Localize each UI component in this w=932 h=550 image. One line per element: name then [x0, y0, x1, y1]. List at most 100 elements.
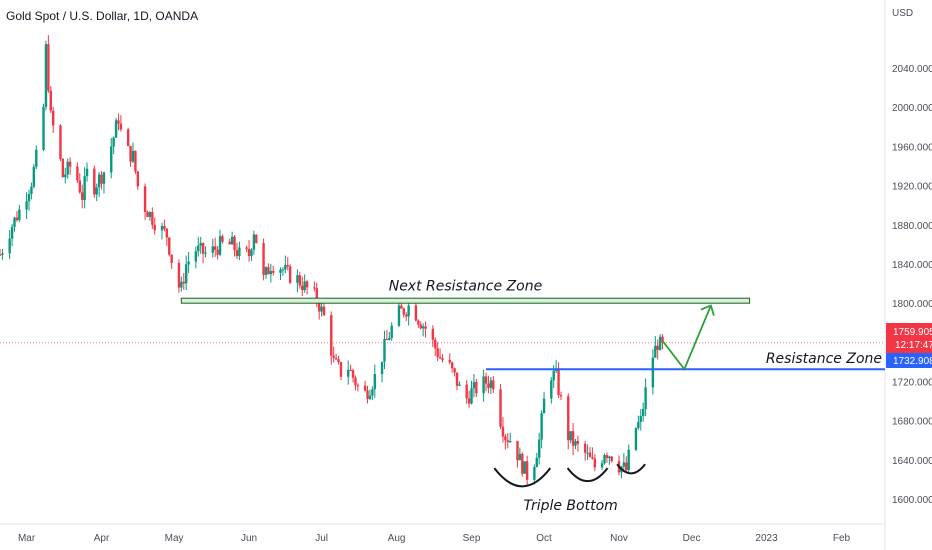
- candle-body: [542, 398, 546, 414]
- price-tick-label: 1720.000: [892, 377, 932, 388]
- candle-body: [269, 271, 273, 275]
- countdown-value: 12:17:47: [895, 340, 932, 351]
- candle-body: [509, 440, 512, 443]
- triple-bottom-arc: [566, 467, 609, 483]
- candle-body: [651, 357, 655, 388]
- candle-body: [574, 441, 577, 446]
- time-tick-label: Mar: [18, 533, 36, 544]
- candle-body: [407, 305, 410, 317]
- candle-body: [501, 426, 505, 437]
- candle-body: [608, 456, 611, 459]
- candle-body: [95, 187, 98, 195]
- candle-body: [533, 467, 536, 480]
- candle-body: [112, 137, 115, 147]
- candle-body: [661, 336, 664, 343]
- candle-body: [272, 271, 275, 273]
- triple-bottom-arc: [616, 463, 646, 475]
- candle-body: [434, 339, 437, 349]
- candle-body: [66, 161, 69, 175]
- candle-body: [83, 176, 86, 200]
- candle-body: [143, 186, 147, 213]
- candle-body: [334, 357, 338, 360]
- candle-body: [450, 362, 454, 369]
- candle-body: [322, 306, 326, 316]
- triple-bottom-arc: [493, 467, 552, 488]
- candle-body: [388, 337, 391, 340]
- time-tick-label: Dec: [683, 533, 701, 544]
- price-tick-label: 1680.000: [892, 417, 932, 428]
- candle-body: [658, 336, 662, 350]
- candle-body: [32, 166, 36, 187]
- candle-body: [151, 212, 154, 225]
- candle-body: [148, 212, 152, 217]
- candle-body: [235, 250, 239, 257]
- candle-body: [100, 174, 103, 184]
- candle-body: [482, 376, 485, 394]
- candle-body: [472, 381, 476, 389]
- candle-body: [184, 264, 188, 284]
- candle-body: [233, 236, 236, 251]
- candle-body: [214, 246, 217, 250]
- candle-body: [102, 172, 106, 184]
- candle-body: [160, 225, 164, 231]
- time-tick-label: 2023: [755, 533, 778, 544]
- candle-body: [262, 242, 265, 275]
- candle-body: [419, 324, 422, 329]
- candle-body: [436, 348, 439, 357]
- next-resistance-zone[interactable]: [180, 297, 751, 304]
- time-tick-label: Oct: [536, 533, 552, 544]
- candle-body: [656, 345, 659, 350]
- candle-body: [0, 254, 2, 256]
- candle-body: [591, 457, 594, 459]
- candle-body: [303, 281, 306, 291]
- candle-body: [600, 463, 604, 468]
- candle-body: [455, 372, 459, 386]
- candle-body: [431, 328, 435, 340]
- candle-body: [337, 359, 340, 363]
- level-price-tag: [886, 353, 932, 368]
- candle-body: [535, 457, 539, 468]
- time-tick-label: Sep: [463, 533, 481, 544]
- candle-body: [492, 380, 495, 390]
- candle-body: [119, 123, 123, 130]
- candle-body: [506, 440, 509, 443]
- time-axis[interactable]: Mar Apr May Jun Jul Aug Sep Oct Nov Dec 2023 Feb: [18, 533, 851, 544]
- time-tick-label: Nov: [610, 533, 628, 544]
- candle-body: [218, 236, 222, 255]
- next-resistance-zone-label: Next Resistance Zone: [389, 279, 542, 295]
- candle-body: [637, 422, 640, 428]
- currency-label: USD: [892, 8, 913, 19]
- candle-body: [525, 461, 529, 480]
- candle-body: [194, 251, 198, 262]
- candle-body: [475, 381, 478, 394]
- candle-body: [30, 186, 33, 195]
- candle-body: [603, 455, 606, 464]
- candle-body: [487, 383, 490, 388]
- candle-body: [93, 168, 96, 195]
- candle-body: [383, 338, 386, 362]
- candle-body: [380, 361, 384, 375]
- candle-body: [131, 150, 135, 162]
- last-price-value: 1759.905: [893, 327, 932, 338]
- candle-body: [199, 243, 202, 246]
- candle-body: [484, 376, 488, 384]
- candle-body: [610, 456, 613, 462]
- candle-body: [366, 390, 369, 399]
- price-axis[interactable]: USD 2040.000 2000.000 1960.000 1920.000 1880…: [892, 8, 932, 506]
- price-tick-label: 1920.000: [892, 182, 932, 193]
- candle-body: [49, 90, 52, 111]
- candle-body: [255, 234, 258, 243]
- price-tick-label: 1840.000: [892, 260, 932, 271]
- candle-body: [373, 374, 376, 390]
- levels[interactable]: Next Resistance Zone Resistance Zone: [180, 279, 885, 371]
- candle-body: [654, 345, 657, 358]
- candle-body: [453, 368, 456, 373]
- candle-body: [129, 145, 132, 162]
- candle-body: [417, 320, 420, 325]
- candle-body: [593, 458, 597, 468]
- candle-body: [390, 325, 393, 338]
- candle-body: [550, 380, 553, 399]
- candle-body: [110, 146, 113, 173]
- candle-body: [247, 248, 251, 257]
